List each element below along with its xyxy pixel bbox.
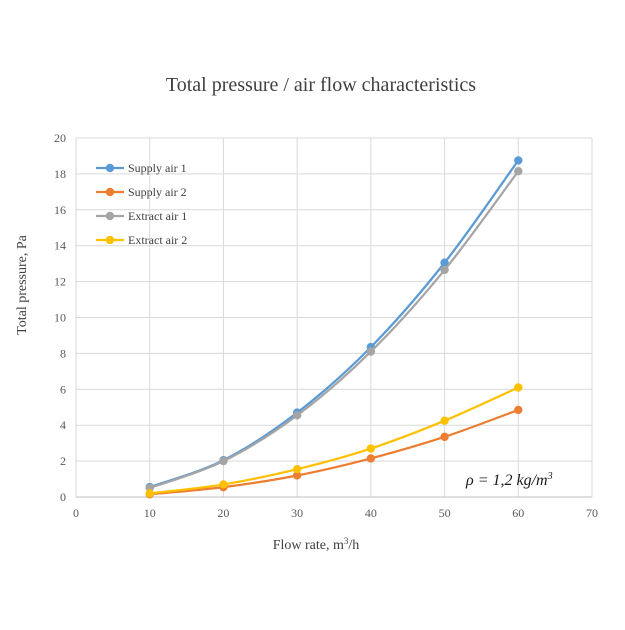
- data-point-extract-air-1: [514, 167, 523, 176]
- x-tick-label: 10: [144, 506, 156, 520]
- x-axis-label-superscript: 3: [344, 536, 349, 546]
- y-axis-label: Total pressure, Pa: [15, 234, 30, 335]
- series-line-extract-air-2: [149, 386, 519, 495]
- data-point-extract-air-1: [292, 411, 302, 420]
- legend-marker-supply-air-2: [105, 187, 115, 197]
- data-point-extract-air-1: [219, 456, 228, 466]
- y-tick-label: 12: [54, 275, 66, 289]
- legend-marker-extract-air-1: [105, 211, 115, 221]
- data-point-supply-air-1: [440, 258, 449, 267]
- series-line-extract-air-1: [149, 170, 520, 490]
- data-point-extract-air-1: [366, 347, 376, 356]
- data-point-extract-air-2: [366, 444, 376, 453]
- density-annotation: ρ = 1,2 kg/m3: [465, 471, 553, 489]
- legend-marker-extract-air-2: [105, 235, 115, 245]
- x-axis-label: Flow rate, m3/h: [273, 536, 360, 553]
- density-value: = 1,2 kg/m: [474, 472, 548, 489]
- data-point-extract-air-2: [219, 480, 228, 489]
- data-point-supply-air-2: [366, 454, 376, 463]
- data-point-supply-air-2: [440, 432, 449, 442]
- legend-label-supply-air-1: Supply air 1: [128, 161, 187, 175]
- y-tick-label: 0: [60, 490, 66, 504]
- axes: 0 2 4 6 8 10 12 14 16 18 20 0 10 20 30 40 50 60 70: [54, 131, 598, 520]
- y-tick-label: 2: [60, 454, 66, 468]
- series-line-supply-air-2: [149, 408, 519, 496]
- x-tick-label: 30: [291, 506, 303, 520]
- x-tick-label: 40: [365, 506, 377, 520]
- data-point-extract-air-2: [440, 416, 449, 425]
- y-tick-label: 10: [54, 311, 66, 325]
- legend-label-extract-air-2: Extract air 2: [128, 233, 187, 247]
- density-unit-superscript: 3: [547, 471, 553, 482]
- chart-title: Total pressure / air flow characteristic…: [166, 74, 476, 96]
- x-tick-label: 20: [217, 506, 229, 520]
- legend-label-supply-air-2: Supply air 2: [128, 185, 187, 199]
- gridlines: [76, 137, 593, 497]
- series-lines: [145, 156, 523, 499]
- density-rho-symbol: ρ: [465, 472, 474, 489]
- data-point-extract-air-2: [292, 464, 302, 474]
- data-point-supply-air-2: [514, 405, 523, 415]
- y-tick-label: 16: [54, 203, 66, 217]
- data-point-supply-air-2: [292, 471, 302, 480]
- x-tick-label: 50: [439, 506, 451, 520]
- x-axis-label-tail: /h: [348, 538, 359, 553]
- x-tick-label: 70: [586, 506, 598, 520]
- data-point-extract-air-2: [145, 489, 154, 498]
- x-tick-label: 0: [73, 506, 79, 520]
- x-tick-label: 60: [512, 506, 524, 520]
- data-point-supply-air-1: [514, 156, 523, 165]
- legend-label-extract-air-1: Extract air 1: [128, 209, 187, 223]
- y-tick-label: 8: [60, 346, 66, 360]
- y-tick-label: 14: [54, 239, 66, 253]
- y-tick-label: 18: [54, 167, 66, 181]
- data-point-extract-air-1: [440, 265, 449, 275]
- x-axis-label-main: Flow rate, m: [273, 538, 344, 553]
- y-tick-label: 6: [60, 382, 66, 396]
- legend-marker-supply-air-1: [105, 163, 115, 173]
- y-tick-label: 20: [54, 131, 66, 145]
- y-tick-label: 4: [60, 418, 66, 432]
- legend: Supply air 1 Supply air 2 Extract air 1 Ext…: [96, 161, 187, 247]
- data-point-extract-air-2: [514, 383, 523, 392]
